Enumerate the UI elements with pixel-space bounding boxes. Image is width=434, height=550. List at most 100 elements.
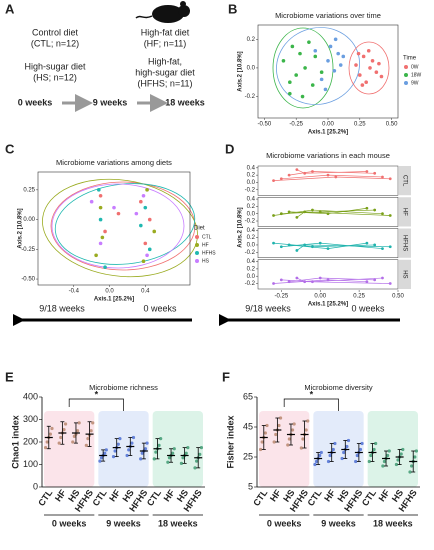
facet-strip xyxy=(399,166,411,196)
y-tick-label: 0.25 xyxy=(23,187,35,193)
point xyxy=(298,51,302,56)
point xyxy=(387,449,391,453)
point xyxy=(326,278,330,282)
point xyxy=(97,188,101,192)
point xyxy=(99,456,104,460)
panel-label: B xyxy=(228,1,237,16)
y-tick-label: 400 xyxy=(23,391,38,401)
point xyxy=(89,199,94,204)
chart-title: Microbiome variations in each mouse xyxy=(266,151,390,160)
point xyxy=(388,214,392,217)
facet-label: HFHS xyxy=(401,235,407,251)
point xyxy=(334,175,338,179)
x-tick-label: -0.25 xyxy=(289,122,303,128)
point xyxy=(103,229,107,234)
point xyxy=(364,80,368,85)
panel-label: A xyxy=(5,1,15,16)
point xyxy=(366,48,371,53)
point xyxy=(328,44,333,49)
point xyxy=(399,452,403,456)
point xyxy=(145,253,149,258)
y-tick-label: 0.0 xyxy=(247,211,256,217)
point xyxy=(326,173,330,177)
point xyxy=(116,211,121,216)
point xyxy=(59,435,63,440)
point xyxy=(354,459,358,464)
point xyxy=(373,171,377,175)
point xyxy=(346,438,351,443)
point xyxy=(318,276,322,280)
trajectory-line xyxy=(296,244,391,251)
facet-frame xyxy=(257,259,399,290)
diet-label: (HF; n=11) xyxy=(144,38,187,48)
point xyxy=(356,51,361,56)
point xyxy=(94,253,98,258)
x-tick-label: 0.25 xyxy=(354,122,366,128)
y-tick-label: -0.2 xyxy=(245,250,256,256)
point xyxy=(360,83,365,87)
point xyxy=(333,441,337,446)
point xyxy=(130,441,134,445)
y-tick-label: 0.0 xyxy=(247,180,256,186)
point xyxy=(287,243,291,247)
y-tick-label: 300 xyxy=(23,414,38,424)
point xyxy=(372,447,376,452)
point xyxy=(381,247,384,251)
y-tick-label: 0.2 xyxy=(247,37,256,43)
group-label: 18 weeks xyxy=(158,518,198,528)
point xyxy=(381,175,384,179)
point xyxy=(140,451,144,455)
chart-title: Microbiome variations over time xyxy=(275,11,381,20)
point xyxy=(184,451,188,455)
point xyxy=(272,282,275,285)
point xyxy=(307,40,311,44)
y-tick-label: 0 xyxy=(33,481,38,491)
x-tick-label: 0.0 xyxy=(105,289,114,295)
point xyxy=(57,441,61,445)
point xyxy=(113,449,117,453)
point xyxy=(145,188,149,192)
y-tick-label: 0.4 xyxy=(247,165,256,171)
point xyxy=(295,276,299,280)
point xyxy=(103,265,107,269)
point xyxy=(286,443,290,447)
arrow-label: 9/18 weeks xyxy=(39,303,85,313)
point xyxy=(300,94,305,99)
x-tick-label: HF xyxy=(322,487,337,503)
point xyxy=(281,58,286,63)
point xyxy=(332,68,337,73)
point xyxy=(111,455,116,459)
point xyxy=(84,443,88,447)
point xyxy=(303,171,307,175)
point xyxy=(328,453,332,458)
point xyxy=(279,177,283,181)
point xyxy=(272,440,276,444)
point xyxy=(326,459,331,464)
point xyxy=(199,446,204,450)
legend-swatch xyxy=(195,251,199,255)
x-tick-label: HF xyxy=(377,487,392,503)
y-tick-label: -0.2 xyxy=(245,219,256,225)
point xyxy=(381,212,384,216)
point xyxy=(304,428,308,432)
y-tick-label: 0.0 xyxy=(247,243,256,249)
point xyxy=(358,73,362,77)
point xyxy=(414,449,419,453)
y-tick-label: 0.2 xyxy=(247,173,256,179)
facet-label: HS xyxy=(401,270,407,278)
y-tick-label: 65 xyxy=(243,391,253,401)
point xyxy=(394,462,399,467)
x-tick-label: -0.50 xyxy=(258,122,272,128)
diet-label: Control diet xyxy=(32,27,79,37)
point xyxy=(277,423,281,428)
significance-label: * xyxy=(95,389,99,399)
y-tick-label: -0.2 xyxy=(245,94,256,100)
diet-label: (HS; n=12) xyxy=(33,72,77,82)
point xyxy=(331,447,335,452)
point xyxy=(290,44,295,49)
point xyxy=(294,73,298,77)
point xyxy=(313,462,317,467)
significance-bracket xyxy=(68,398,124,411)
legend-label: 9W xyxy=(411,80,419,86)
